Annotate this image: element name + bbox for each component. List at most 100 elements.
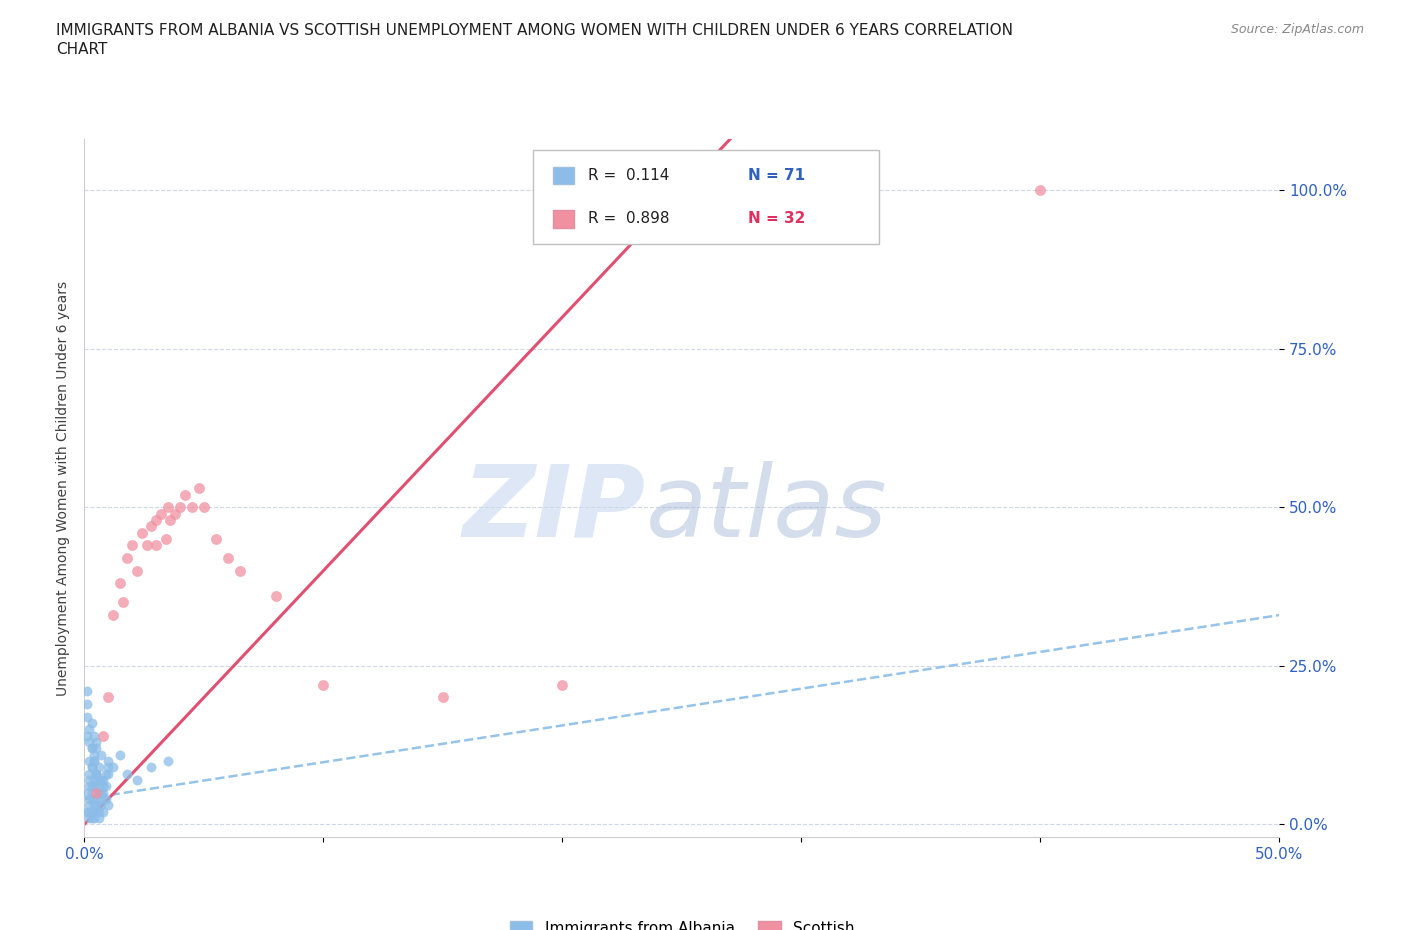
Point <box>84 766 107 781</box>
Point <box>77 778 100 793</box>
Point <box>117 766 139 781</box>
Point <box>101 760 124 775</box>
Point <box>80 760 103 775</box>
Point <box>83 747 105 762</box>
Point <box>83 811 105 826</box>
Point <box>169 499 191 514</box>
Point <box>76 785 98 800</box>
Point <box>121 538 143 552</box>
Point <box>157 499 180 514</box>
Point <box>76 709 98 724</box>
Point <box>93 785 115 800</box>
Point <box>87 811 110 826</box>
Point <box>84 785 107 800</box>
FancyBboxPatch shape <box>533 150 879 245</box>
Point <box>80 791 103 806</box>
Point <box>159 512 181 527</box>
Point <box>141 519 163 534</box>
Point <box>94 778 117 793</box>
Point <box>228 564 252 578</box>
Point <box>87 760 110 775</box>
Point <box>131 525 153 540</box>
Point <box>83 728 105 743</box>
Text: ZIP: ZIP <box>463 460 645 558</box>
Point <box>149 506 172 521</box>
Point <box>90 785 112 800</box>
Point <box>1029 183 1052 198</box>
Point <box>87 773 110 788</box>
Point <box>145 512 167 527</box>
Point <box>87 778 110 793</box>
Point <box>83 773 105 788</box>
Point <box>80 778 103 793</box>
Text: IMMIGRANTS FROM ALBANIA VS SCOTTISH UNEMPLOYMENT AMONG WOMEN WITH CHILDREN UNDER: IMMIGRANTS FROM ALBANIA VS SCOTTISH UNEM… <box>56 23 1014 38</box>
Point <box>97 760 120 775</box>
Point <box>83 753 105 768</box>
Point <box>84 804 107 819</box>
Point <box>84 735 107 750</box>
Point <box>76 804 98 819</box>
Point <box>165 506 187 521</box>
Point <box>141 760 163 775</box>
Point <box>125 564 148 578</box>
Point <box>80 741 103 756</box>
Point <box>94 791 117 806</box>
Y-axis label: Unemployment Among Women with Children Under 6 years: Unemployment Among Women with Children U… <box>56 281 70 696</box>
Point <box>77 766 100 781</box>
Point <box>84 798 107 813</box>
Point <box>97 766 120 781</box>
Point <box>135 538 157 552</box>
Legend: Immigrants from Albania, Scottish: Immigrants from Albania, Scottish <box>503 914 860 930</box>
Point <box>90 791 112 806</box>
Point <box>77 753 100 768</box>
Bar <box>553 210 574 228</box>
Point <box>80 785 103 800</box>
Point <box>125 773 148 788</box>
Point <box>77 722 100 737</box>
Point <box>97 690 120 705</box>
Point <box>432 690 454 705</box>
Text: atlas: atlas <box>645 460 887 558</box>
Point <box>77 798 100 813</box>
Point <box>173 487 195 502</box>
Point <box>80 741 103 756</box>
Point <box>77 811 100 826</box>
Point <box>77 791 100 806</box>
Point <box>84 741 107 756</box>
Point <box>111 595 134 610</box>
Point <box>76 684 98 698</box>
Point <box>80 811 103 826</box>
Point <box>180 499 202 514</box>
Bar <box>553 166 574 184</box>
Point <box>93 778 115 793</box>
Point <box>83 753 105 768</box>
Text: Source: ZipAtlas.com: Source: ZipAtlas.com <box>1230 23 1364 36</box>
Point <box>217 551 239 565</box>
Point <box>312 677 335 692</box>
Point <box>551 677 574 692</box>
Point <box>188 481 211 496</box>
Point <box>110 576 132 591</box>
Point <box>145 538 167 552</box>
Point <box>90 747 112 762</box>
Point <box>157 753 180 768</box>
Point <box>93 804 115 819</box>
Point <box>77 735 100 750</box>
Point <box>80 804 103 819</box>
Point <box>93 728 115 743</box>
Point <box>77 773 100 788</box>
Point <box>83 778 105 793</box>
Point <box>97 753 120 768</box>
Point <box>193 499 215 514</box>
Point <box>76 728 98 743</box>
Point <box>84 766 107 781</box>
Point <box>94 766 117 781</box>
Point <box>97 798 120 813</box>
Point <box>87 804 110 819</box>
Point <box>80 715 103 730</box>
Point <box>84 766 107 781</box>
Text: CHART: CHART <box>56 42 108 57</box>
Point <box>101 607 124 622</box>
Point <box>110 747 132 762</box>
Point <box>155 532 177 547</box>
